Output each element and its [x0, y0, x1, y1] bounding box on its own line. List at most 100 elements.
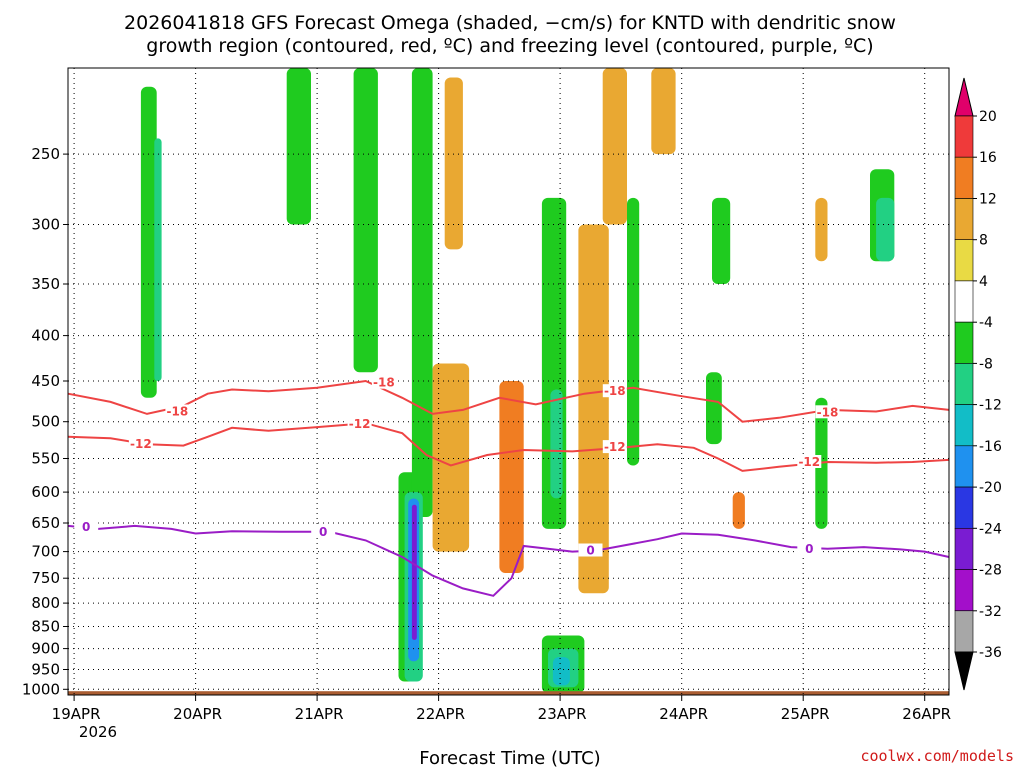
x-tick-label-22APR: 22APR: [416, 705, 465, 723]
omega-feature-19: [627, 197, 640, 466]
temperature-contours: -18 -18 -18 -18 -12 -12 -12 -12 0 0 0 0: [67, 375, 950, 597]
colorbar-box-1: [954, 115, 974, 158]
y-tick-label-850: 850: [31, 618, 60, 636]
colorbar-box-5: [954, 280, 974, 323]
contour-label--12-2: -12: [604, 440, 626, 454]
colorbar-label-13: -36: [979, 645, 1002, 661]
omega-feature-26: [876, 197, 895, 262]
omega-feature-10: [499, 381, 524, 573]
contour-label--12-1: -12: [349, 417, 371, 431]
y-tick-label-700: 700: [31, 543, 60, 561]
omega-feature-18: [602, 68, 627, 225]
colorbar-label-4: 4: [979, 274, 988, 290]
contour-label-bg--18-0: [165, 404, 190, 418]
pressure-axis: 250 300 350 400 450 500 550 600 650 700 750 800 850 9…: [22, 145, 68, 698]
colorbar-top-arrow: [954, 77, 974, 117]
time-axis: 19APR 20APR 21APR 22APR 23APR 24APR 25APR 26APR: [52, 695, 951, 723]
colorbar-label-3: 8: [979, 233, 988, 249]
y-tick-label-950: 950: [31, 661, 60, 679]
contour-label-bg--18-1: [371, 375, 396, 389]
colorbar-label-12: -32: [979, 604, 1002, 620]
ground-band: [68, 691, 949, 695]
colorbar-box-12: [954, 569, 974, 612]
y-tick-label-500: 500: [31, 413, 60, 431]
y-tick-label-600: 600: [31, 483, 60, 501]
contour-label-0-2: 0: [586, 544, 594, 558]
omega-feature-27: [815, 197, 828, 262]
omega-feature-17: [578, 224, 609, 594]
omega-feature-5: [411, 68, 433, 517]
omega-feature-2: [286, 68, 311, 225]
omega-feature-1: [154, 138, 162, 381]
x-axis-year-label: 2026: [79, 723, 117, 741]
colorbar-label-0: 20: [979, 109, 997, 125]
omega-feature-16: [552, 657, 570, 686]
contour-label-bg--12-1: [347, 417, 372, 430]
colorbar-label-1: 16: [979, 150, 997, 166]
contour-label--18-1: -18: [373, 376, 395, 390]
x-tick-label-21APR: 21APR: [295, 705, 344, 723]
colorbar-box-8: [954, 404, 974, 447]
contour-label--18-2: -18: [604, 384, 626, 398]
colorbar-label-11: -28: [979, 563, 1002, 579]
omega-feature-22: [706, 372, 722, 445]
y-tick-label-900: 900: [31, 640, 60, 658]
contour-label-bg--12-2: [602, 440, 627, 454]
y-tick-label-1000: 1000: [22, 680, 60, 698]
chart-title-line-2: growth region (contoured, red, ºC) and f…: [146, 35, 873, 57]
omega-feature-21: [712, 197, 731, 284]
contour-label-0-3: 0: [805, 542, 813, 556]
colorbar: 20 16 12 8 4 -4 -8 -12 -16 -20 -24 -28 -32 -36: [954, 77, 1002, 691]
x-tick-label-23APR: 23APR: [538, 705, 587, 723]
y-tick-label-750: 750: [31, 569, 60, 587]
omega-feature-0: [140, 86, 157, 398]
credit-link[interactable]: coolwx.com/models: [860, 747, 1014, 765]
contour-label--12-0: -12: [130, 437, 152, 451]
contour-label--12-3: -12: [798, 455, 820, 469]
contour-label-0-1: 0: [319, 525, 327, 539]
colorbar-bottom-arrow: [954, 651, 974, 691]
y-tick-label-250: 250: [31, 145, 60, 163]
colorbar-label-2: 12: [979, 192, 997, 208]
colorbar-box-11: [954, 527, 974, 570]
x-tick-label-24APR: 24APR: [659, 705, 708, 723]
omega-feature-11: [444, 77, 463, 250]
y-tick-label-350: 350: [31, 275, 60, 293]
omega-feature-8: [411, 504, 417, 640]
contour-label-0-0: 0: [82, 520, 90, 534]
contour-label-bg-0-2: [578, 543, 603, 557]
contour-line--18: [67, 379, 950, 423]
colorbar-label-5: -4: [979, 315, 993, 331]
colorbar-box-4: [954, 239, 974, 282]
omega-feature-13: [550, 389, 563, 499]
colorbar-label-10: -24: [979, 521, 1002, 537]
y-tick-label-450: 450: [31, 372, 60, 390]
contour-label--18-0: -18: [167, 405, 189, 419]
colorbar-label-6: -8: [979, 356, 993, 372]
omega-feature-23: [732, 492, 745, 529]
colorbar-label-8: -16: [979, 439, 1002, 455]
colorbar-box-2: [954, 156, 974, 199]
colorbar-box-6: [954, 321, 974, 364]
omega-feature-3: [353, 68, 378, 373]
colorbar-label-9: -20: [979, 480, 1002, 496]
y-tick-label-550: 550: [31, 450, 60, 468]
colorbar-box-10: [954, 486, 974, 529]
contour-label--18-3: -18: [817, 405, 839, 419]
y-tick-label-650: 650: [31, 514, 60, 532]
contour-label-bg--12-3: [797, 455, 822, 468]
chart-title-line-1: 2026041818 GFS Forecast Omega (shaded, −…: [124, 12, 896, 34]
x-tick-label-25APR: 25APR: [781, 705, 830, 723]
omega-feature-20: [651, 68, 676, 155]
contour-label-bg--18-3: [815, 405, 840, 419]
contour-label-bg-0-1: [311, 524, 336, 538]
contour-label-bg-0-0: [74, 520, 99, 534]
x-tick-label-19APR: 19APR: [52, 705, 101, 723]
y-tick-label-800: 800: [31, 594, 60, 612]
x-tick-label-26APR: 26APR: [902, 705, 951, 723]
y-tick-label-300: 300: [31, 216, 60, 234]
gridlines: [68, 68, 949, 695]
contour-label-bg-0-3: [797, 541, 822, 555]
colorbar-box-3: [954, 198, 974, 241]
